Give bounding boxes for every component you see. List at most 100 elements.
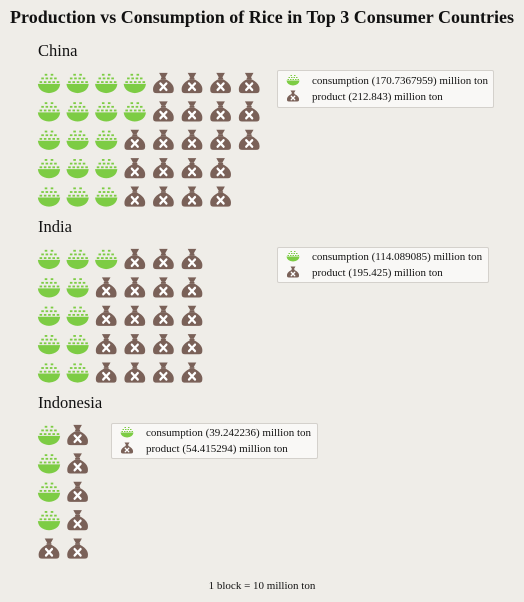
product-block-money-bag-icon: [238, 129, 260, 150]
consumption-block-rice-bowl-icon: [37, 482, 61, 502]
product-block-money-bag-icon: [124, 186, 146, 207]
product-block-money-bag-icon: [67, 510, 88, 531]
product-block-money-bag-icon: [181, 277, 203, 298]
legend-label-consumption: consumption (39.242236) million ton: [146, 427, 311, 439]
consumption-block-rice-bowl-icon: [66, 278, 89, 298]
consumption-block-rice-bowl-icon: [37, 278, 61, 298]
panel-title-indonesia: Indonesia: [38, 393, 103, 412]
consumption-block-rice-bowl-icon: [95, 187, 118, 207]
unit-note: 1 block = 10 million ton: [208, 580, 316, 592]
consumption-block-rice-bowl-icon: [66, 306, 89, 326]
consumption-block-rice-bowl-icon: [95, 249, 118, 270]
panel-title-india: India: [38, 217, 72, 236]
consumption-block-rice-bowl-icon: [37, 335, 61, 355]
consumption-block-rice-bowl-icon: [37, 187, 61, 207]
consumption-block-rice-bowl-icon: [37, 306, 61, 326]
pictogram-grid-india: [36, 246, 236, 393]
legend-item-consumption: consumption (114.089085) million ton: [278, 250, 488, 264]
legend-label-product: product (195.425) million ton: [312, 267, 443, 279]
rice-bowl-icon: [286, 75, 300, 86]
product-block-money-bag-icon: [95, 305, 117, 326]
legend-china: consumption (170.7367959) million ton pr…: [277, 70, 494, 108]
product-block-money-bag-icon: [210, 158, 231, 179]
product-block-money-bag-icon: [181, 305, 203, 326]
product-block-money-bag-icon: [153, 277, 174, 298]
consumption-block-rice-bowl-icon: [66, 159, 89, 179]
consumption-block-rice-bowl-icon: [66, 363, 89, 383]
consumption-block-rice-bowl-icon: [66, 187, 89, 207]
money-bag-icon: [286, 266, 300, 278]
product-block-money-bag-icon: [38, 538, 60, 559]
consumption-block-rice-bowl-icon: [37, 511, 61, 531]
consumption-block-rice-bowl-icon: [95, 102, 118, 122]
consumption-block-rice-bowl-icon: [95, 73, 118, 94]
consumption-block-rice-bowl-icon: [66, 249, 89, 270]
consumption-block-rice-bowl-icon: [123, 102, 146, 122]
product-block-money-bag-icon: [181, 72, 203, 94]
product-block-money-bag-icon: [181, 129, 203, 150]
product-block-money-bag-icon: [153, 158, 174, 179]
pictogram-svg: [37, 248, 203, 383]
product-block-money-bag-icon: [153, 305, 174, 326]
product-block-money-bag-icon: [238, 72, 260, 94]
product-block-money-bag-icon: [181, 362, 203, 383]
pictogram-svg: [37, 72, 260, 207]
product-block-money-bag-icon: [153, 334, 174, 355]
pictogram-grid-china: [36, 70, 265, 217]
product-block-money-bag-icon: [153, 248, 174, 270]
product-block-money-bag-icon: [124, 129, 146, 150]
product-block-money-bag-icon: [153, 362, 174, 383]
product-block-money-bag-icon: [238, 101, 260, 122]
consumption-block-rice-bowl-icon: [123, 73, 146, 94]
product-block-money-bag-icon: [210, 72, 231, 94]
product-block-money-bag-icon: [181, 186, 203, 207]
product-block-money-bag-icon: [124, 305, 146, 326]
legend-item-product: product (212.843) million ton: [278, 90, 493, 104]
legend-item-consumption: consumption (39.242236) million ton: [112, 426, 317, 440]
legend-item-product: product (54.415294) million ton: [112, 442, 317, 456]
product-block-money-bag-icon: [181, 101, 203, 122]
product-block-money-bag-icon: [153, 101, 174, 122]
consumption-block-rice-bowl-icon: [37, 73, 61, 94]
product-block-money-bag-icon: [181, 248, 203, 270]
consumption-block-rice-bowl-icon: [37, 159, 61, 179]
product-block-money-bag-icon: [67, 538, 88, 559]
product-block-money-bag-icon: [124, 248, 146, 270]
consumption-block-rice-bowl-icon: [95, 130, 118, 150]
chart-title: Production vs Consumption of Rice in Top…: [10, 7, 514, 27]
product-block-money-bag-icon: [124, 277, 146, 298]
product-block-money-bag-icon: [124, 158, 146, 179]
consumption-block-rice-bowl-icon: [37, 363, 61, 383]
consumption-block-rice-bowl-icon: [66, 102, 89, 122]
legend-india: consumption (114.089085) million ton pro…: [277, 247, 489, 283]
product-block-money-bag-icon: [124, 334, 146, 355]
product-block-money-bag-icon: [181, 334, 203, 355]
money-bag-icon: [120, 442, 134, 454]
rice-bowl-icon: [120, 427, 134, 438]
product-block-money-bag-icon: [153, 72, 174, 94]
product-block-money-bag-icon: [210, 101, 231, 122]
consumption-block-rice-bowl-icon: [37, 102, 61, 122]
product-block-money-bag-icon: [95, 277, 117, 298]
pictogram-grid-indonesia: [36, 422, 93, 569]
legend-label-product: product (54.415294) million ton: [146, 443, 288, 455]
consumption-block-rice-bowl-icon: [95, 159, 118, 179]
product-block-money-bag-icon: [210, 186, 231, 207]
legend-item-consumption: consumption (170.7367959) million ton: [278, 74, 493, 88]
product-block-money-bag-icon: [153, 186, 174, 207]
consumption-block-rice-bowl-icon: [66, 130, 89, 150]
legend-label-product: product (212.843) million ton: [312, 91, 443, 103]
consumption-block-rice-bowl-icon: [37, 425, 61, 446]
consumption-block-rice-bowl-icon: [37, 130, 61, 150]
product-block-money-bag-icon: [124, 362, 146, 383]
legend-label-consumption: consumption (114.089085) million ton: [312, 251, 483, 263]
product-block-money-bag-icon: [95, 362, 117, 383]
pictogram-svg: [37, 424, 88, 559]
panel-title-china: China: [38, 41, 78, 60]
product-block-money-bag-icon: [181, 158, 203, 179]
consumption-block-rice-bowl-icon: [66, 73, 89, 94]
product-block-money-bag-icon: [153, 129, 174, 150]
rice-bowl-icon: [286, 251, 300, 262]
legend-item-product: product (195.425) million ton: [278, 266, 488, 280]
consumption-block-rice-bowl-icon: [37, 249, 61, 270]
